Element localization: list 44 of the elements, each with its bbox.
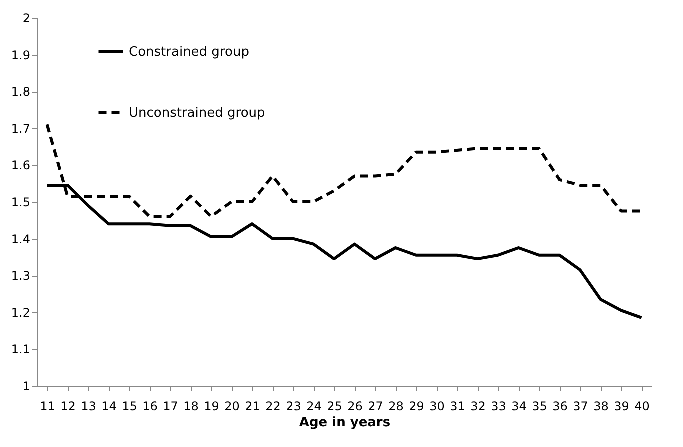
y-tick-label: 1.6 xyxy=(11,158,30,173)
y-tick-label: 1 xyxy=(22,380,30,394)
x-tick-label: 17 xyxy=(163,400,178,414)
x-tick-label: 19 xyxy=(204,400,220,414)
x-tick-label: 14 xyxy=(102,400,117,414)
x-tick-label: 27 xyxy=(368,400,384,414)
x-tick-label: 20 xyxy=(224,400,240,414)
y-tick-label: 1.4 xyxy=(11,232,30,246)
x-tick-label: 30 xyxy=(430,400,445,414)
x-tick-label: 24 xyxy=(306,400,322,414)
y-tick-label: 1.2 xyxy=(11,306,30,320)
legend-label: Constrained group xyxy=(129,45,250,60)
x-tick-label: 22 xyxy=(266,400,281,414)
x-tick-label: 12 xyxy=(60,400,76,414)
x-tick-label: 29 xyxy=(409,400,424,414)
x-tick-label: 38 xyxy=(594,400,609,414)
legend-label: Unconstrained group xyxy=(129,106,266,121)
x-axis-title: Age in years xyxy=(299,416,391,430)
y-tick-label: 1.1 xyxy=(11,342,30,357)
x-tick-label: 26 xyxy=(348,400,363,414)
y-tick-label: 1.3 xyxy=(11,269,30,284)
x-tick-label: 40 xyxy=(634,400,650,414)
y-tick-label: 1.8 xyxy=(11,85,30,100)
x-tick-label: 34 xyxy=(512,400,527,414)
x-tick-label: 31 xyxy=(450,400,466,414)
x-tick-label: 25 xyxy=(327,400,342,414)
x-tick-label: 16 xyxy=(142,400,158,414)
x-tick-label: 13 xyxy=(81,400,96,414)
x-tick-label: 39 xyxy=(614,400,630,414)
y-tick-label: 2 xyxy=(22,12,30,26)
x-tick-label: 11 xyxy=(40,400,56,414)
x-tick-label: 33 xyxy=(491,400,506,414)
y-tick-label: 1.9 xyxy=(11,48,30,62)
x-tick-label: 15 xyxy=(122,400,138,414)
x-tick-label: 28 xyxy=(388,400,404,414)
x-tick-label: 36 xyxy=(552,400,568,414)
x-tick-label: 18 xyxy=(184,400,199,414)
x-tick-label: 23 xyxy=(286,400,302,414)
x-tick-label: 37 xyxy=(573,400,588,414)
x-tick-label: 21 xyxy=(245,400,260,414)
x-tick-label: 32 xyxy=(470,400,486,414)
y-tick-label: 1.5 xyxy=(11,196,30,210)
x-tick-label: 35 xyxy=(532,400,548,414)
y-tick-label: 1.7 xyxy=(11,122,30,136)
